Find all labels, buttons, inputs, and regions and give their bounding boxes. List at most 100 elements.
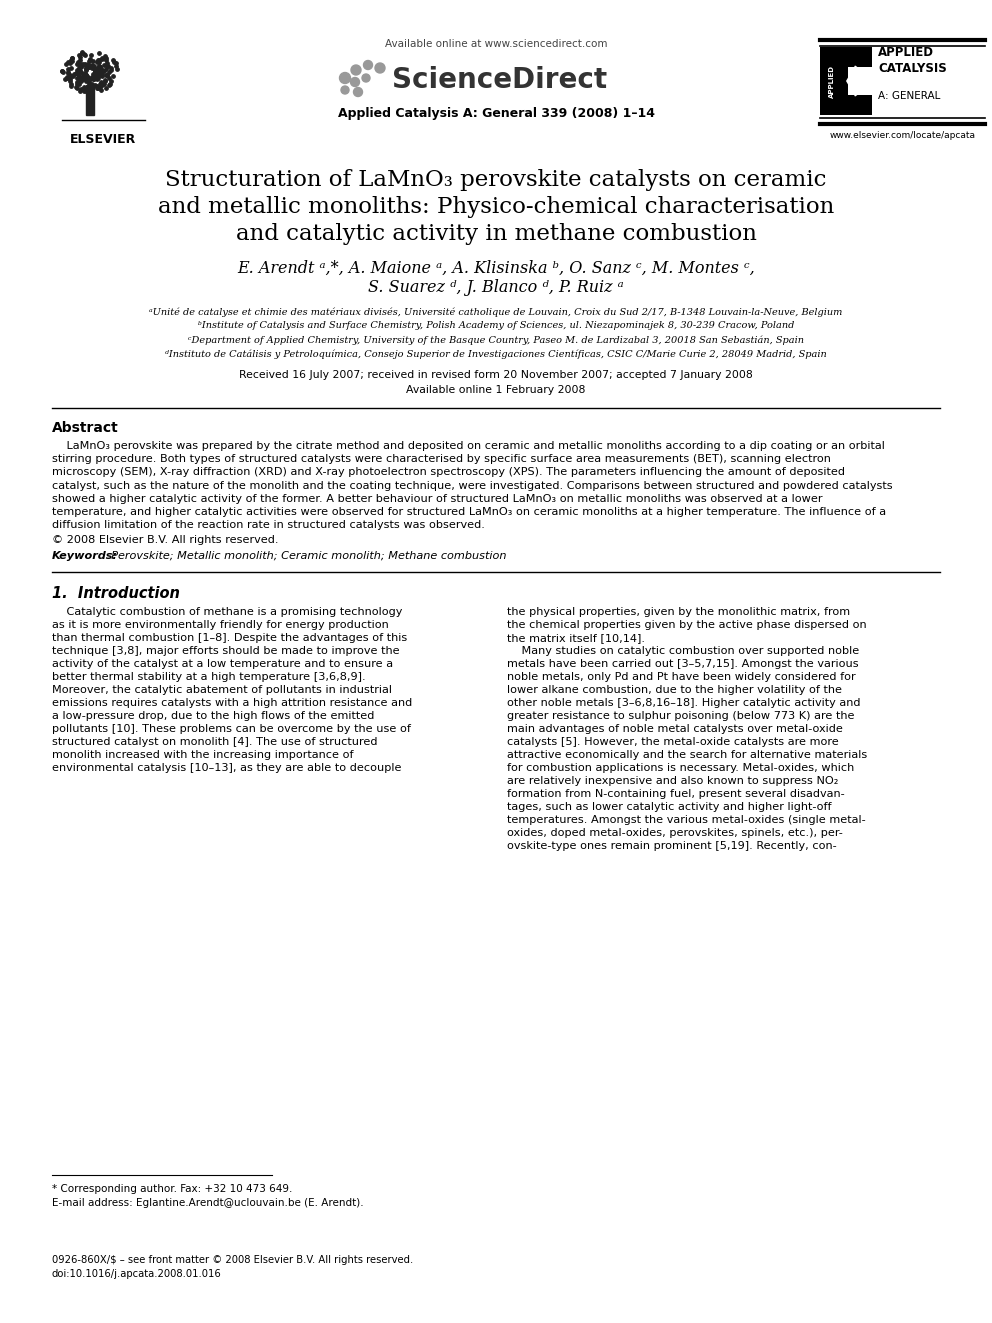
Text: emissions requires catalysts with a high attrition resistance and: emissions requires catalysts with a high…: [52, 697, 413, 708]
Point: [77, 62, 93, 83]
Text: metals have been carried out [3–5,7,15]. Amongst the various: metals have been carried out [3–5,7,15].…: [507, 659, 859, 668]
Text: and catalytic activity in methane combustion: and catalytic activity in methane combus…: [235, 224, 757, 245]
Point: [89, 61, 105, 82]
Point: [82, 49, 98, 70]
Text: Applied Catalysis A: General 339 (2008) 1–14: Applied Catalysis A: General 339 (2008) …: [337, 107, 655, 120]
Point: [91, 56, 107, 77]
Point: [97, 70, 113, 91]
Point: [73, 53, 89, 74]
Point: [94, 64, 110, 85]
Point: [80, 50, 96, 71]
Point: [75, 77, 91, 98]
Text: greater resistance to sulphur poisoning (below 773 K) are the: greater resistance to sulphur poisoning …: [507, 710, 854, 721]
Point: [87, 60, 103, 81]
Text: than thermal combustion [1–8]. Despite the advantages of this: than thermal combustion [1–8]. Despite t…: [52, 632, 408, 643]
Text: main advantages of noble metal catalysts over metal-oxide: main advantages of noble metal catalysts…: [507, 724, 843, 733]
Point: [76, 44, 92, 65]
Point: [71, 58, 87, 79]
Point: [69, 62, 85, 83]
Point: [68, 67, 84, 89]
Text: LaMnO₃ perovskite was prepared by the citrate method and deposited on ceramic an: LaMnO₃ perovskite was prepared by the ci…: [52, 441, 885, 451]
Point: [81, 69, 97, 90]
Point: [62, 65, 78, 86]
Point: [99, 64, 115, 85]
Circle shape: [375, 64, 385, 73]
Point: [71, 60, 87, 81]
Text: the chemical properties given by the active phase dispersed on: the chemical properties given by the act…: [507, 619, 867, 630]
Point: [63, 48, 79, 69]
Point: [94, 60, 110, 81]
Point: [80, 67, 96, 89]
Wedge shape: [846, 65, 864, 97]
Point: [90, 67, 106, 89]
Text: © 2008 Elsevier B.V. All rights reserved.: © 2008 Elsevier B.V. All rights reserved…: [52, 536, 279, 545]
Point: [60, 67, 75, 89]
Point: [92, 57, 108, 78]
Point: [108, 56, 124, 77]
Point: [98, 48, 114, 69]
Point: [89, 58, 105, 79]
Text: ᵃUnité de catalyse et chimie des matériaux divisés, Université catholique de Lou: ᵃUnité de catalyse et chimie des matéria…: [150, 307, 842, 316]
Text: noble metals, only Pd and Pt have been widely considered for: noble metals, only Pd and Pt have been w…: [507, 672, 856, 681]
Point: [84, 66, 100, 87]
Point: [90, 77, 106, 98]
Text: activity of the catalyst at a low temperature and to ensure a: activity of the catalyst at a low temper…: [52, 659, 393, 668]
Point: [60, 66, 75, 87]
Point: [83, 45, 99, 66]
Text: diffusion limitation of the reaction rate in structured catalysts was observed.: diffusion limitation of the reaction rat…: [52, 520, 485, 531]
Text: doi:10.1016/j.apcata.2008.01.016: doi:10.1016/j.apcata.2008.01.016: [52, 1269, 222, 1279]
Point: [73, 70, 89, 91]
Point: [101, 61, 117, 82]
Text: technique [3,8], major efforts should be made to improve the: technique [3,8], major efforts should be…: [52, 646, 400, 656]
Point: [86, 64, 102, 85]
Point: [89, 61, 105, 82]
Point: [96, 60, 112, 81]
Point: [85, 69, 101, 90]
Text: Many studies on catalytic combustion over supported noble: Many studies on catalytic combustion ove…: [507, 646, 859, 656]
Point: [86, 56, 102, 77]
Point: [99, 53, 115, 74]
Point: [76, 64, 92, 85]
Point: [90, 61, 106, 82]
Point: [68, 54, 84, 75]
Point: [92, 71, 108, 93]
Point: [85, 64, 101, 85]
Point: [92, 74, 108, 95]
Point: [63, 50, 79, 71]
Point: [81, 73, 97, 94]
Point: [78, 64, 94, 85]
Point: [73, 56, 89, 77]
Point: [71, 70, 87, 91]
Point: [81, 74, 97, 95]
Text: Moreover, the catalytic abatement of pollutants in industrial: Moreover, the catalytic abatement of pol…: [52, 684, 392, 695]
Point: [82, 74, 98, 95]
Point: [88, 58, 104, 79]
Point: [78, 64, 94, 85]
Point: [82, 81, 98, 102]
Point: [78, 78, 94, 99]
Point: [98, 49, 114, 70]
Point: [90, 50, 106, 71]
Point: [71, 58, 87, 79]
Point: [93, 61, 109, 82]
Point: [91, 57, 107, 78]
Point: [76, 79, 92, 101]
Point: [90, 52, 106, 73]
Bar: [848, 67, 874, 95]
Text: * Corresponding author. Fax: +32 10 473 649.: * Corresponding author. Fax: +32 10 473 …: [52, 1184, 293, 1193]
Text: catalyst, such as the nature of the monolith and the coating technique, were inv: catalyst, such as the nature of the mono…: [52, 480, 893, 491]
Point: [61, 58, 76, 79]
Point: [78, 58, 94, 79]
Point: [94, 60, 110, 81]
Point: [82, 78, 98, 99]
Text: Available online 1 February 2008: Available online 1 February 2008: [407, 385, 585, 396]
Point: [96, 54, 112, 75]
Point: [87, 61, 103, 82]
Point: [71, 58, 87, 79]
Point: [98, 58, 114, 79]
Circle shape: [353, 87, 362, 97]
Point: [100, 67, 116, 89]
Text: ELSEVIER: ELSEVIER: [69, 134, 136, 146]
Point: [74, 41, 90, 62]
Point: [105, 65, 121, 86]
